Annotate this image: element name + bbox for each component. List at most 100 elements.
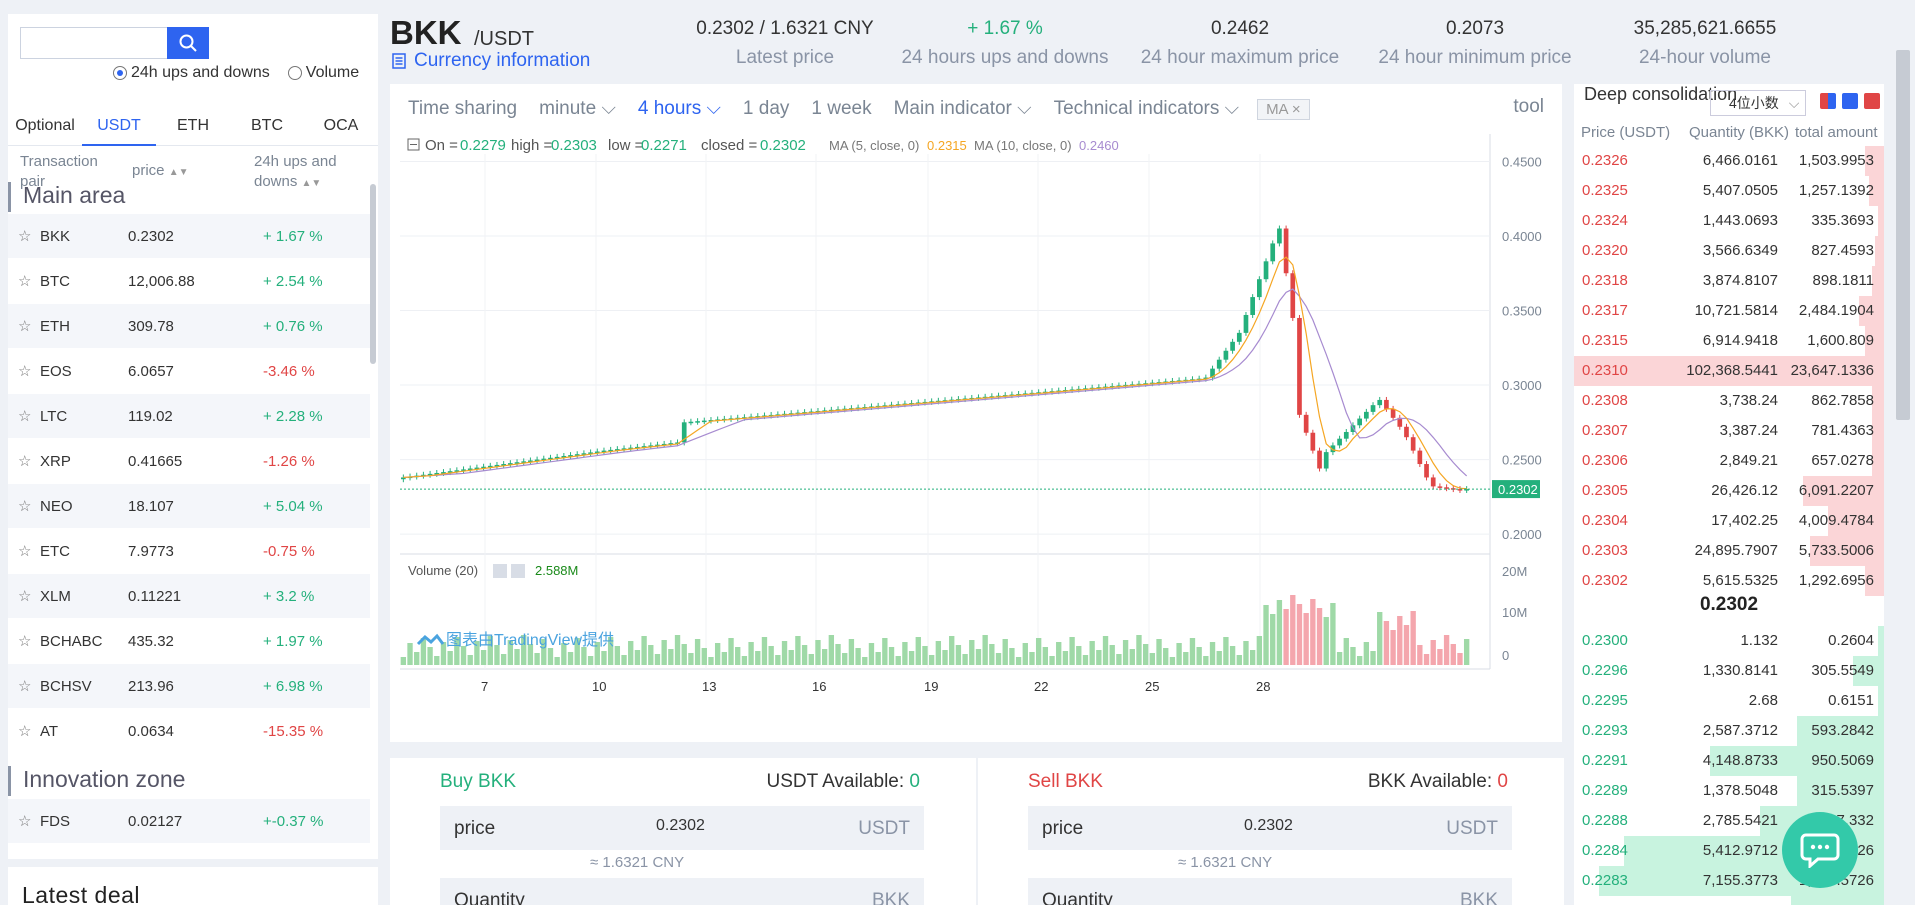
order-row[interactable]: 0.2295 2.68 0.6151 bbox=[1574, 686, 1884, 716]
volume-legend-value: 2.588M bbox=[535, 563, 578, 578]
order-row[interactable]: 0.2293 2,587.3712 593.2842 bbox=[1574, 716, 1884, 746]
buy-price-field[interactable]: price 0.2302 USDT bbox=[440, 806, 924, 850]
depth-bar bbox=[1871, 266, 1884, 296]
star-icon[interactable]: ☆ bbox=[18, 588, 32, 605]
close-icon[interactable]: × bbox=[1291, 100, 1301, 118]
order-row[interactable]: 0.2289 1,378.5048 315.5397 bbox=[1574, 776, 1884, 806]
order-price: 0.2317 bbox=[1582, 302, 1628, 319]
one-week-button[interactable]: 1 week bbox=[811, 98, 872, 119]
order-row[interactable]: 0.2305 26,426.12 6,091.2207 bbox=[1574, 476, 1884, 506]
volume-bar bbox=[801, 645, 808, 665]
order-row[interactable]: 0.2308 3,738.24 862.7858 bbox=[1574, 386, 1884, 416]
volume-bar bbox=[962, 654, 968, 665]
decimals-select[interactable]: 4位小数 ⌵ bbox=[1710, 90, 1806, 116]
order-row[interactable]: 0.2318 3,874.8107 898.1811 bbox=[1574, 266, 1884, 296]
tab-eth[interactable]: ETH bbox=[177, 117, 209, 134]
order-row[interactable]: 0.2325 5,407.0505 1,257.1392 bbox=[1574, 176, 1884, 206]
star-icon[interactable]: ☆ bbox=[18, 363, 32, 380]
star-icon[interactable]: ☆ bbox=[18, 813, 32, 830]
volume-bar bbox=[587, 656, 594, 665]
depth-bar bbox=[1797, 716, 1884, 746]
star-icon[interactable]: ☆ bbox=[18, 543, 32, 560]
radio-24h-change[interactable]: 24h ups and downs bbox=[113, 64, 270, 82]
candle-body bbox=[1410, 437, 1416, 451]
list-item[interactable]: ☆ BTC 12,006.88 + 2.54 % bbox=[8, 259, 370, 303]
order-row[interactable]: 0.2326 6,466.0161 1,503.9953 bbox=[1574, 146, 1884, 176]
order-row[interactable]: 0.2291 4,148.8733 950.5069 bbox=[1574, 746, 1884, 776]
candle-body bbox=[608, 449, 613, 452]
order-row[interactable]: 0.2296 1,330.8141 305.5549 bbox=[1574, 656, 1884, 686]
chat-support-button[interactable] bbox=[1782, 812, 1858, 888]
order-row[interactable]: 0.2300 1.132 0.2604 bbox=[1574, 626, 1884, 656]
order-row[interactable]: 0.2317 10,721.5814 2,484.1904 bbox=[1574, 296, 1884, 326]
list-item[interactable]: ☆ BCHABC 435.32 + 1.97 % bbox=[8, 619, 370, 663]
volume-bar bbox=[541, 639, 547, 665]
currency-info-link[interactable]: Currency information bbox=[392, 50, 590, 72]
candlestick-chart[interactable]: 0.4500 0.4000 0.3500 0.3000 0.2500 0.2000 7 10 1… bbox=[400, 134, 1552, 734]
sell-quantity-field[interactable]: Quantity BKK bbox=[1028, 878, 1512, 905]
tab-oca[interactable]: OCA bbox=[323, 117, 359, 134]
order-total: 657.0278 bbox=[1811, 452, 1874, 469]
list-item[interactable]: ☆ BKK 0.2302 + 1.67 % bbox=[8, 214, 370, 258]
list-item[interactable]: ☆ ETC 7.9773 -0.75 % bbox=[8, 529, 370, 573]
order-row[interactable]: 0.2306 2,849.21 657.0278 bbox=[1574, 446, 1884, 476]
list-item[interactable]: ☆ XLM 0.11221 + 3.2 % bbox=[8, 574, 370, 618]
tool-button[interactable]: tool bbox=[1513, 96, 1544, 117]
list-item[interactable]: ☆ BCHSV 213.96 + 6.98 % bbox=[8, 664, 370, 708]
tab-usdt[interactable]: USDT bbox=[82, 106, 156, 146]
ma5-line bbox=[403, 256, 1467, 490]
star-icon[interactable]: ☆ bbox=[18, 408, 32, 425]
list-item[interactable]: ☆ NEO 18.107 + 5.04 % bbox=[8, 484, 370, 528]
list-scrollbar[interactable] bbox=[370, 184, 376, 364]
order-row[interactable]: 0.2320 3,566.6349 827.4593 bbox=[1574, 236, 1884, 266]
main-indicator-dropdown[interactable]: Main indicator ⌵ bbox=[893, 98, 1032, 119]
latest-deal-title: Latest deal bbox=[22, 882, 141, 905]
order-row[interactable]: 0.2307 3,387.24 781.4363 bbox=[1574, 416, 1884, 446]
order-row[interactable]: 0.2315 6,914.9418 1,600.809 bbox=[1574, 326, 1884, 356]
order-total: 0.2604 bbox=[1828, 632, 1874, 649]
ma-indicator-badge[interactable]: MA × bbox=[1257, 98, 1310, 120]
list-item[interactable]: ☆ FDS 0.02127 +-0.37 % bbox=[8, 799, 370, 843]
volume-bar bbox=[1096, 650, 1102, 665]
minute-dropdown[interactable]: minute ⌵ bbox=[539, 98, 616, 119]
order-row[interactable]: 0.2282 1,798.4485 410.4059 bbox=[1574, 896, 1884, 905]
page-scrollbar[interactable] bbox=[1896, 50, 1910, 420]
star-icon[interactable]: ☆ bbox=[18, 453, 32, 470]
star-icon[interactable]: ☆ bbox=[18, 723, 32, 740]
list-item[interactable]: ☆ LTC 119.02 + 2.28 % bbox=[8, 394, 370, 438]
star-icon[interactable]: ☆ bbox=[18, 498, 32, 515]
list-item[interactable]: ☆ EOS 6.0657 -3.46 % bbox=[8, 349, 370, 393]
list-item[interactable]: ☆ XRP 0.41665 -1.26 % bbox=[8, 439, 370, 483]
sell-price-field[interactable]: price 0.2302 USDT bbox=[1028, 806, 1512, 850]
radio-volume[interactable]: Volume bbox=[287, 64, 359, 82]
tab-btc[interactable]: BTC bbox=[251, 117, 283, 134]
volume-bar bbox=[1189, 638, 1196, 665]
star-icon[interactable]: ☆ bbox=[18, 273, 32, 290]
order-row[interactable]: 0.2324 1,443.0693 335.3693 bbox=[1574, 206, 1884, 236]
time-sharing-button[interactable]: Time sharing bbox=[408, 98, 518, 119]
order-row[interactable]: 0.2310 102,368.5441 23,647.1336 bbox=[1574, 356, 1884, 386]
book-all-icon[interactable] bbox=[1820, 93, 1836, 109]
volume-bar bbox=[815, 640, 821, 665]
search-button[interactable] bbox=[167, 27, 209, 59]
star-icon[interactable]: ☆ bbox=[18, 678, 32, 695]
star-icon[interactable]: ☆ bbox=[18, 633, 32, 650]
tab-optional[interactable]: Optional bbox=[15, 117, 75, 134]
star-icon[interactable]: ☆ bbox=[18, 318, 32, 335]
pair-change: -0.75 % bbox=[263, 542, 315, 560]
technical-indicators-dropdown[interactable]: Technical indicators ⌵ bbox=[1053, 98, 1240, 119]
buy-quantity-field[interactable]: Quantity BKK bbox=[440, 878, 924, 905]
time-tick-label: 19 bbox=[924, 679, 938, 694]
order-row[interactable]: 0.2302 5,615.5325 1,292.6956 bbox=[1574, 566, 1884, 596]
book-bids-icon[interactable] bbox=[1842, 93, 1858, 109]
header-change[interactable]: 24h ups and downs ▲▼ bbox=[254, 153, 337, 190]
header-price[interactable]: price ▲▼ bbox=[132, 162, 189, 179]
list-item[interactable]: ☆ AT 0.0634 -15.35 % bbox=[8, 709, 370, 753]
order-row[interactable]: 0.2303 24,895.7907 5,733.5006 bbox=[1574, 536, 1884, 566]
book-asks-icon[interactable] bbox=[1864, 93, 1880, 109]
list-item[interactable]: ☆ ETH 309.78 + 0.76 % bbox=[8, 304, 370, 348]
four-hours-dropdown[interactable]: 4 hours ⌵ bbox=[637, 98, 721, 119]
one-day-button[interactable]: 1 day bbox=[742, 98, 790, 119]
star-icon[interactable]: ☆ bbox=[18, 228, 32, 245]
order-row[interactable]: 0.2304 17,402.25 4,009.4784 bbox=[1574, 506, 1884, 536]
